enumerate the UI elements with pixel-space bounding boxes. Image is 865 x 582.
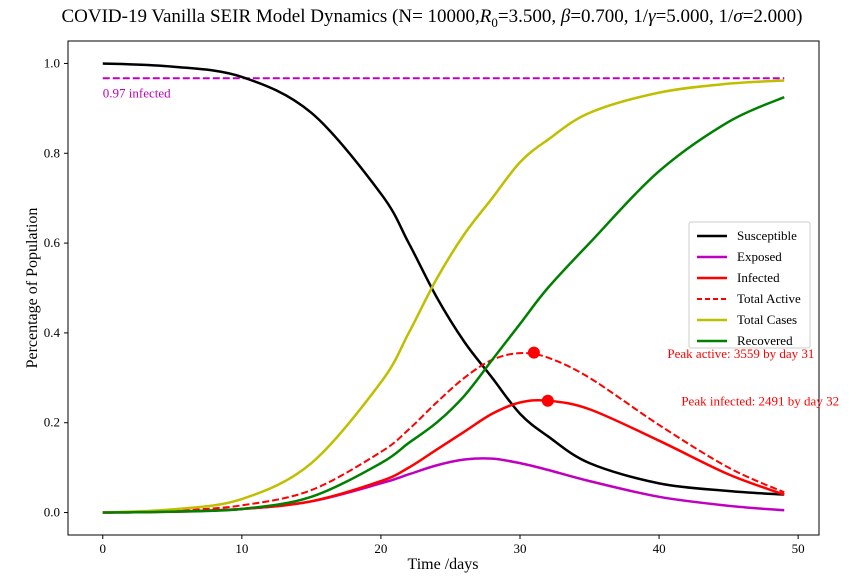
peak-marker <box>541 394 554 407</box>
legend-label-susceptible: Susceptible <box>737 228 797 243</box>
legend: Susceptible Exposed Infected Total Active To… <box>688 221 811 349</box>
axis-ticks: 0 10 20 30 40 50 0.0 0.2 0.4 0.6 0.8 1.0 <box>44 55 805 556</box>
y-tick-label: 1.0 <box>44 55 60 70</box>
legend-box <box>688 221 811 349</box>
series-line-total-cases <box>102 79 785 514</box>
series-line-recovered <box>102 95 785 514</box>
legend-label-total-cases: Total Cases <box>737 312 797 327</box>
y-tick-label: 0.0 <box>44 505 60 520</box>
annotations: 0.97 infected Peak active: 3559 by day 31… <box>103 86 839 409</box>
x-tick-label: 30 <box>513 541 526 556</box>
y-tick-label: 0.2 <box>44 415 60 430</box>
x-tick-label: 50 <box>792 541 805 556</box>
peak-annotation: Peak infected: 2491 by day 32 <box>681 393 839 408</box>
y-tick-label: 0.6 <box>44 235 61 250</box>
x-tick-label: 20 <box>374 541 387 556</box>
legend-label-infected: Infected <box>737 270 780 285</box>
legend-label-exposed: Exposed <box>737 249 782 264</box>
y-axis-label: Percentage of Population <box>24 208 41 369</box>
peak-annotation: Peak active: 3559 by day 31 <box>667 346 814 361</box>
x-tick-label: 10 <box>235 541 248 556</box>
series-line-susceptible <box>102 62 785 496</box>
y-tick-label: 0.8 <box>44 145 60 160</box>
peak-marker <box>527 346 540 359</box>
x-tick-label: 0 <box>100 541 107 556</box>
plot-area <box>102 62 785 514</box>
y-tick-label: 0.4 <box>44 325 61 340</box>
legend-label-total-active: Total Active <box>737 291 801 306</box>
chart-title: COVID-19 Vanilla SEIR Model Dynamics (N=… <box>61 6 802 30</box>
series-line-total-active <box>102 352 785 514</box>
plot-frame <box>67 40 820 536</box>
legend-label-recovered: Recovered <box>737 333 793 348</box>
series-line-exposed <box>102 457 785 514</box>
x-tick-label: 40 <box>653 541 666 556</box>
x-axis-label: Time /days <box>408 556 479 573</box>
infected-fraction-label: 0.97 infected <box>103 86 171 101</box>
